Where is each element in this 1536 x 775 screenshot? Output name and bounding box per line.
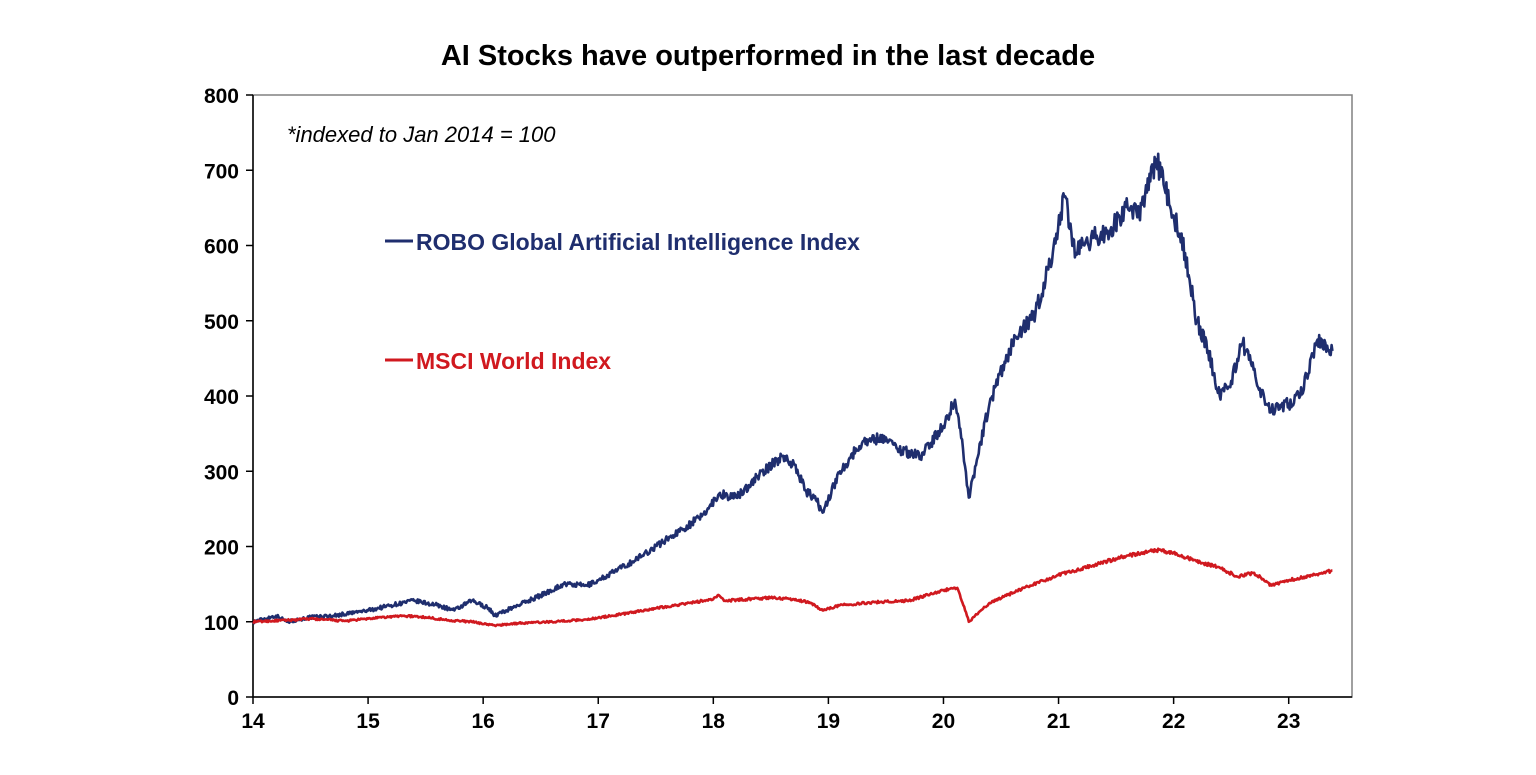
y-tick-label: 600	[204, 236, 239, 259]
x-tick-label: 18	[702, 710, 726, 733]
plot-area-frame	[252, 94, 1353, 698]
y-tick-label: 700	[204, 160, 239, 183]
x-tick-label: 22	[1162, 710, 1185, 733]
msci-world-index-line	[252, 547, 1333, 628]
x-tick-label: 19	[817, 710, 840, 733]
y-tick-label: 400	[204, 386, 239, 409]
x-tick-label: 23	[1277, 710, 1300, 733]
x-tick-label: 16	[471, 710, 494, 733]
y-tick-label: 800	[204, 85, 239, 108]
y-tick-label: 500	[204, 311, 239, 334]
x-tick-label: 21	[1047, 710, 1071, 733]
legend: ROBO Global Artificial Intelligence Inde…	[385, 229, 860, 374]
x-tick-label: 17	[587, 710, 610, 733]
y-tick-label: 100	[204, 612, 239, 635]
y-tick-label: 300	[204, 461, 239, 484]
y-axis: 0 100 200 300 400 500 600 700 800	[204, 85, 254, 710]
x-tick-label: 15	[356, 710, 380, 733]
index-note: *indexed to Jan 2014 = 100	[287, 122, 556, 147]
chart-title: AI Stocks have outperformed in the last …	[440, 40, 1096, 72]
y-tick-label: 0	[227, 687, 239, 710]
x-axis: 14 15 16 17 18 19 20 21 22 23	[241, 696, 1352, 733]
series-layer	[251, 152, 1334, 628]
x-tick-label: 14	[241, 710, 265, 733]
y-tick-label: 200	[204, 537, 239, 560]
legend-label: MSCI World Index	[416, 348, 611, 374]
robo-ai-index-line	[251, 152, 1334, 625]
x-tick-label: 20	[932, 710, 955, 733]
legend-label: ROBO Global Artificial Intelligence Inde…	[416, 229, 860, 255]
